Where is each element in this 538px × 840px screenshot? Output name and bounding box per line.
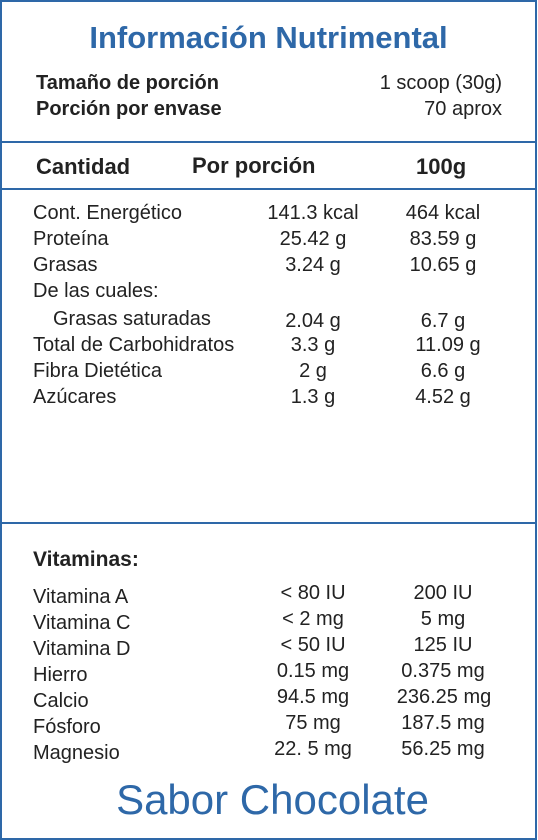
nutrient-label: De las cuales: xyxy=(33,280,159,302)
vitamin-per-100g: 5 mg xyxy=(420,608,466,630)
nutrient-row: De las cuales: xyxy=(0,280,537,306)
vitamin-label: Fósforo xyxy=(33,716,101,738)
nutrient-per-100g: 464 kcal xyxy=(405,202,481,224)
column-header-quantity: Cantidad xyxy=(36,154,131,179)
column-header-per-100g: 100g xyxy=(416,154,467,179)
page-title: Información Nutrimental xyxy=(89,20,448,55)
nutrient-per-serving: 141.3 kcal xyxy=(267,202,359,224)
header-divider xyxy=(0,141,537,143)
nutrient-row: Cont. Energético 141.3 kcal 464 kcal xyxy=(0,202,537,228)
nutrient-label: Fibra Dietética xyxy=(33,360,162,382)
vitamin-label: Hierro xyxy=(33,664,88,686)
nutrient-label: Total de Carbohidratos xyxy=(33,334,235,356)
vitamin-label: Calcio xyxy=(33,690,89,712)
serving-size-value: 1 scoop (30g) xyxy=(379,72,502,94)
nutrient-label: Grasas xyxy=(33,254,98,276)
nutrient-per-100g: 11.09 g xyxy=(415,334,481,356)
vitamin-row: Calcio 94.5 mg 236.25 mg xyxy=(0,686,537,712)
vitamin-label: Magnesio xyxy=(33,742,120,764)
vitamin-per-100g: 187.5 mg xyxy=(401,712,485,734)
vitamin-row: Fósforo 75 mg 187.5 mg xyxy=(0,712,537,738)
nutrient-per-100g: 6.6 g xyxy=(420,360,466,382)
vitamin-per-100g: 200 IU xyxy=(413,582,473,604)
vitamin-row: Vitamina D < 50 IU 125 IU xyxy=(0,634,537,660)
nutrient-per-serving: 1.3 g xyxy=(290,386,336,408)
vitamin-row: Vitamina A < 80 IU 200 IU xyxy=(0,582,537,608)
vitamin-row: Magnesio 22. 5 mg 56.25 mg xyxy=(0,738,537,764)
nutrient-label: Proteína xyxy=(33,228,109,250)
nutrient-per-100g: 6.7 g xyxy=(420,310,466,332)
vitamin-per-serving: 22. 5 mg xyxy=(274,738,352,760)
nutrient-per-serving: 3.24 g xyxy=(285,254,341,276)
nutrient-label: Azúcares xyxy=(33,386,117,408)
vitamins-title: Vitaminas: xyxy=(33,548,139,571)
serving-size-label: Tamaño de porción xyxy=(36,72,219,94)
vitamins-divider xyxy=(0,522,537,524)
vitamin-per-100g: 236.25 mg xyxy=(396,686,492,708)
nutrient-row: Fibra Dietética 2 g 6.6 g xyxy=(0,360,537,386)
vitamin-per-serving: 94.5 mg xyxy=(276,686,350,708)
vitamin-label: Vitamina A xyxy=(33,586,129,608)
nutrient-row: Azúcares 1.3 g 4.52 g xyxy=(0,386,537,412)
vitamin-label: Vitamina C xyxy=(33,612,131,634)
vitamin-row: Vitamina C < 2 mg 5 mg xyxy=(0,608,537,634)
column-header-per-serving: Por porción xyxy=(192,153,316,178)
nutrient-per-100g: 83.59 g xyxy=(409,228,477,250)
nutrient-per-100g: 10.65 g xyxy=(409,254,477,276)
nutrient-label: Grasas saturadas xyxy=(53,308,211,330)
servings-per-container-value: 70 aprox xyxy=(424,98,502,120)
vitamin-per-serving: < 2 mg xyxy=(282,608,344,630)
vitamin-per-100g: 56.25 mg xyxy=(401,738,485,760)
servings-per-container-label: Porción por envase xyxy=(36,98,222,120)
columns-divider xyxy=(0,188,537,190)
vitamin-per-100g: 125 IU xyxy=(413,634,473,656)
nutrient-per-serving: 2 g xyxy=(299,360,327,382)
vitamin-per-serving: < 80 IU xyxy=(280,582,346,604)
vitamin-label: Vitamina D xyxy=(33,638,131,660)
nutrient-per-serving: 3.3 g xyxy=(290,334,336,356)
flavor-label: Sabor Chocolate xyxy=(116,776,429,823)
nutrient-row: Grasas saturadas 2.04 g 6.7 g xyxy=(0,306,537,332)
vitamin-row: Hierro 0.15 mg 0.375 mg xyxy=(0,660,537,686)
vitamin-per-100g: 0.375 mg xyxy=(401,660,485,682)
nutrient-per-serving: 25.42 g xyxy=(279,228,347,250)
nutrient-row: Proteína 25.42 g 83.59 g xyxy=(0,228,537,254)
nutrient-row: Grasas 3.24 g 10.65 g xyxy=(0,254,537,280)
nutrient-row: Total de Carbohidratos 3.3 g 11.09 g xyxy=(0,334,537,360)
vitamin-per-serving: < 50 IU xyxy=(280,634,346,656)
vitamin-per-serving: 75 mg xyxy=(285,712,341,734)
vitamin-per-serving: 0.15 mg xyxy=(276,660,350,682)
nutrient-per-100g: 4.52 g xyxy=(415,386,471,408)
nutrient-per-serving: 2.04 g xyxy=(285,310,341,332)
nutrient-label: Cont. Energético xyxy=(33,202,182,224)
